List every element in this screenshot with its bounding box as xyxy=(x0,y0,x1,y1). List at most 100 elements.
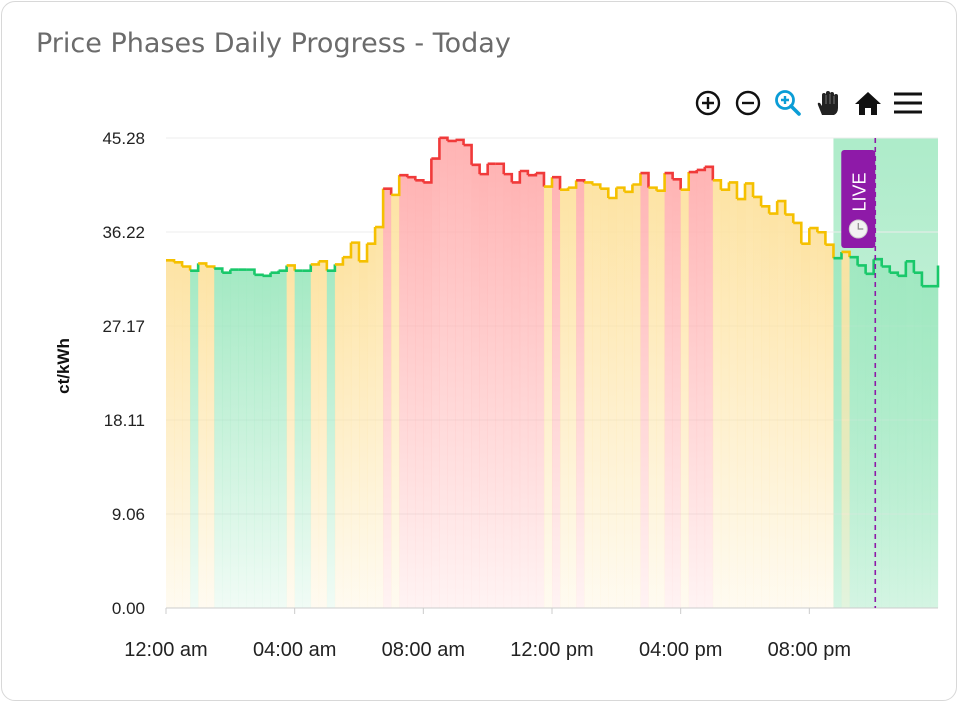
price-line-step xyxy=(849,255,859,266)
price-area-step xyxy=(664,173,673,608)
price-area-step xyxy=(817,232,826,608)
price-line-step xyxy=(736,183,747,201)
price-line-step xyxy=(913,271,924,287)
price-area-step xyxy=(383,188,392,608)
price-line-step xyxy=(463,143,473,165)
x-tick-label: 04:00 pm xyxy=(639,639,722,661)
price-area-step xyxy=(865,273,874,608)
price-line-step xyxy=(600,187,610,198)
price-area-step xyxy=(736,199,746,608)
price-area-step xyxy=(568,187,577,608)
chart-title: Price Phases Daily Progress - Today xyxy=(36,28,511,59)
price-line-step xyxy=(367,227,377,245)
price-area-step xyxy=(270,272,279,608)
price-line-step xyxy=(246,268,256,275)
price-line-step xyxy=(479,163,489,176)
price-line-step xyxy=(383,187,393,195)
price-line-step xyxy=(761,204,771,214)
price-line-step xyxy=(318,260,329,271)
price-line-step xyxy=(222,269,232,275)
price-line-step xyxy=(568,180,578,189)
zoom-in-button[interactable] xyxy=(692,88,724,118)
y-tick-label: 0.00 xyxy=(112,599,145,618)
price-area-step xyxy=(857,265,866,608)
price-area-step xyxy=(334,264,344,608)
y-tick-label: 36.22 xyxy=(102,223,145,242)
chart-toolbar xyxy=(692,88,924,118)
price-line-step xyxy=(672,178,682,190)
price-area-step xyxy=(294,270,304,608)
price-line-step xyxy=(560,187,570,191)
price-area-step xyxy=(761,206,770,608)
zoom-out-button[interactable] xyxy=(732,88,764,118)
price-area-step xyxy=(182,266,191,608)
price-area-step xyxy=(511,182,521,609)
price-area-step xyxy=(913,272,923,608)
price-line-step xyxy=(391,175,401,197)
price-area-step xyxy=(825,244,834,608)
x-tick-label: 04:00 am xyxy=(253,639,336,661)
price-line-step xyxy=(929,265,940,288)
price-area-step xyxy=(704,166,714,608)
price-area-step xyxy=(584,182,593,609)
price-line-step xyxy=(608,187,618,200)
price-area-step xyxy=(399,175,408,608)
price-line-step xyxy=(511,171,522,184)
price-area-step xyxy=(785,214,794,608)
price-area-step xyxy=(214,268,223,608)
price-line-step xyxy=(214,267,224,273)
menu-button[interactable] xyxy=(892,88,924,118)
price-area-step xyxy=(688,172,698,608)
price-area-step xyxy=(367,243,376,608)
price-line-step xyxy=(439,136,449,141)
price-area-step xyxy=(350,242,360,609)
price-line-step xyxy=(769,201,779,215)
price-line-step xyxy=(592,183,602,189)
price-area-step xyxy=(616,187,625,608)
price-area-step xyxy=(672,179,681,609)
price-line-step xyxy=(431,137,441,160)
y-tick-label: 9.06 xyxy=(112,505,145,524)
price-area-step xyxy=(262,275,271,608)
price-line-step xyxy=(334,257,345,266)
price-line-step xyxy=(712,179,723,190)
price-area-step xyxy=(833,258,842,608)
price-line-step xyxy=(897,261,908,278)
price-line-step xyxy=(656,173,666,193)
price-line-step xyxy=(704,165,715,181)
price-area-step xyxy=(310,264,320,608)
price-line-step xyxy=(503,172,514,183)
price-area-step xyxy=(624,191,633,608)
y-tick-label: 27.17 xyxy=(102,317,145,336)
home-reset-button[interactable] xyxy=(852,88,884,118)
price-line-step xyxy=(495,162,506,175)
price-line-step xyxy=(777,199,787,215)
clock-hands xyxy=(857,223,864,230)
price-line-step xyxy=(905,260,916,273)
price-area-step xyxy=(745,183,754,608)
price-area-step xyxy=(254,274,263,608)
price-line-step xyxy=(801,228,811,245)
price-area-step xyxy=(391,194,400,608)
price-line-step xyxy=(696,166,707,172)
zoom-out-icon xyxy=(735,90,761,116)
price-area-step xyxy=(246,269,255,608)
price-area-step xyxy=(921,286,931,608)
zoom-select-button[interactable] xyxy=(772,88,804,118)
price-area-step xyxy=(479,174,488,609)
pan-button[interactable] xyxy=(812,88,844,118)
price-area-step xyxy=(278,270,287,608)
price-line-step xyxy=(825,243,835,259)
price-area-step xyxy=(608,197,617,608)
price-line-step xyxy=(254,273,264,277)
home-reset-icon xyxy=(855,92,881,115)
price-line-step xyxy=(471,163,481,175)
price-area-step xyxy=(527,175,537,608)
price-area-step xyxy=(712,180,722,608)
price-area-step xyxy=(455,139,464,608)
price-area-step xyxy=(929,286,939,608)
live-badge xyxy=(841,150,876,248)
price-area-step xyxy=(728,182,738,609)
price-line-step xyxy=(833,251,843,260)
